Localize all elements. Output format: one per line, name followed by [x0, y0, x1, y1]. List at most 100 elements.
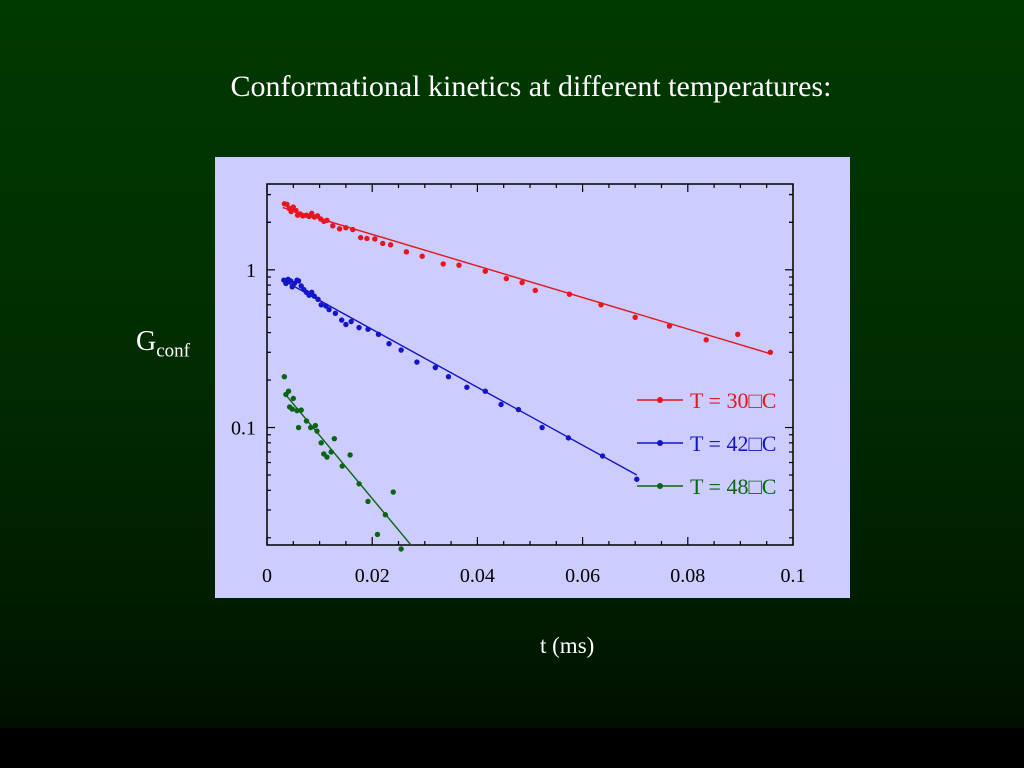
data-point: [519, 279, 525, 286]
x-tick-label: 0.08: [670, 565, 705, 587]
y-axis-label: Gconf: [136, 326, 190, 363]
data-point: [503, 275, 510, 282]
data-point: [357, 234, 364, 241]
data-point: [456, 262, 462, 268]
data-point: [298, 407, 304, 413]
legend-marker: [657, 440, 663, 446]
legend-label: T = 48□C: [690, 474, 776, 499]
x-tick-label: 0: [262, 565, 272, 587]
data-point: [767, 349, 774, 355]
data-point: [326, 306, 332, 313]
slide-title: Conformational kinetics at different tem…: [230, 70, 832, 103]
data-point: [324, 217, 330, 224]
data-point: [348, 318, 354, 325]
y-tick-label: 0.1: [231, 418, 256, 440]
data-point: [332, 310, 339, 317]
series-fit-line: [282, 206, 770, 355]
data-point: [312, 422, 319, 429]
series-fit-line: [283, 392, 412, 545]
data-point: [374, 531, 381, 538]
data-point: [303, 418, 310, 424]
data-point: [440, 261, 446, 267]
data-point: [324, 454, 330, 460]
data-point: [318, 302, 324, 308]
data-point: [328, 449, 334, 455]
plot-panel: [215, 157, 850, 598]
data-point: [372, 236, 378, 242]
series-group: [281, 374, 412, 552]
data-point: [290, 395, 296, 402]
data-point: [598, 302, 604, 308]
data-point: [318, 440, 324, 446]
data-point: [398, 546, 404, 552]
x-axis-label: t (ms): [540, 633, 595, 658]
data-point: [356, 324, 362, 331]
data-point: [323, 303, 329, 309]
data-point: [634, 476, 640, 482]
data-point: [565, 435, 572, 441]
y-axis-label-subscript: conf: [156, 340, 190, 362]
data-point: [331, 435, 338, 442]
data-point: [632, 314, 638, 320]
data-point: [398, 347, 404, 353]
data-point: [703, 337, 709, 343]
data-point: [293, 207, 299, 214]
data-point: [403, 249, 410, 255]
legend-label: T = 30□C: [690, 388, 776, 413]
data-point: [566, 291, 573, 297]
series-group: [281, 201, 774, 355]
data-point: [432, 364, 439, 371]
data-point: [390, 489, 396, 495]
slide-bottom-bar: [0, 728, 1024, 768]
data-point: [419, 253, 425, 259]
data-point: [532, 287, 538, 294]
data-point: [343, 224, 349, 231]
y-tick-label: 1: [246, 260, 256, 282]
x-tick-label: 0.1: [781, 565, 806, 587]
data-point: [375, 331, 382, 338]
data-point: [414, 359, 420, 365]
data-point: [515, 406, 522, 413]
data-point: [283, 280, 289, 287]
data-point: [347, 452, 353, 458]
data-point: [356, 481, 362, 487]
legend-label: T = 42□C: [690, 431, 776, 456]
data-point: [339, 463, 345, 469]
data-point: [311, 293, 318, 299]
data-point: [309, 289, 315, 296]
data-point: [365, 498, 371, 505]
data-point: [498, 401, 504, 408]
data-point: [314, 428, 320, 434]
series-fit-line: [282, 279, 638, 476]
x-tick-label: 0.06: [565, 565, 600, 587]
legend-marker: [657, 397, 663, 403]
data-point: [289, 406, 295, 412]
data-point: [330, 223, 336, 229]
y-axis-label-main: G: [136, 326, 157, 357]
legend-marker: [657, 483, 663, 489]
data-point: [295, 424, 302, 431]
data-point: [380, 240, 386, 247]
data-point: [365, 326, 371, 332]
data-point: [445, 374, 452, 380]
data-point: [284, 201, 290, 208]
data-point: [386, 341, 392, 347]
data-point: [294, 407, 300, 414]
data-point: [735, 331, 741, 338]
data-point: [539, 424, 545, 431]
data-point: [599, 453, 606, 459]
data-point: [338, 317, 345, 323]
data-point: [285, 388, 292, 394]
data-point: [666, 323, 673, 329]
x-tick-label: 0.04: [460, 565, 495, 587]
data-point: [315, 296, 321, 303]
data-point: [350, 226, 356, 233]
data-point: [295, 278, 302, 284]
data-point: [382, 512, 389, 518]
data-point: [288, 208, 294, 215]
data-point: [464, 384, 470, 390]
data-point: [307, 424, 314, 431]
series-group: [281, 276, 640, 482]
data-point: [343, 321, 349, 328]
